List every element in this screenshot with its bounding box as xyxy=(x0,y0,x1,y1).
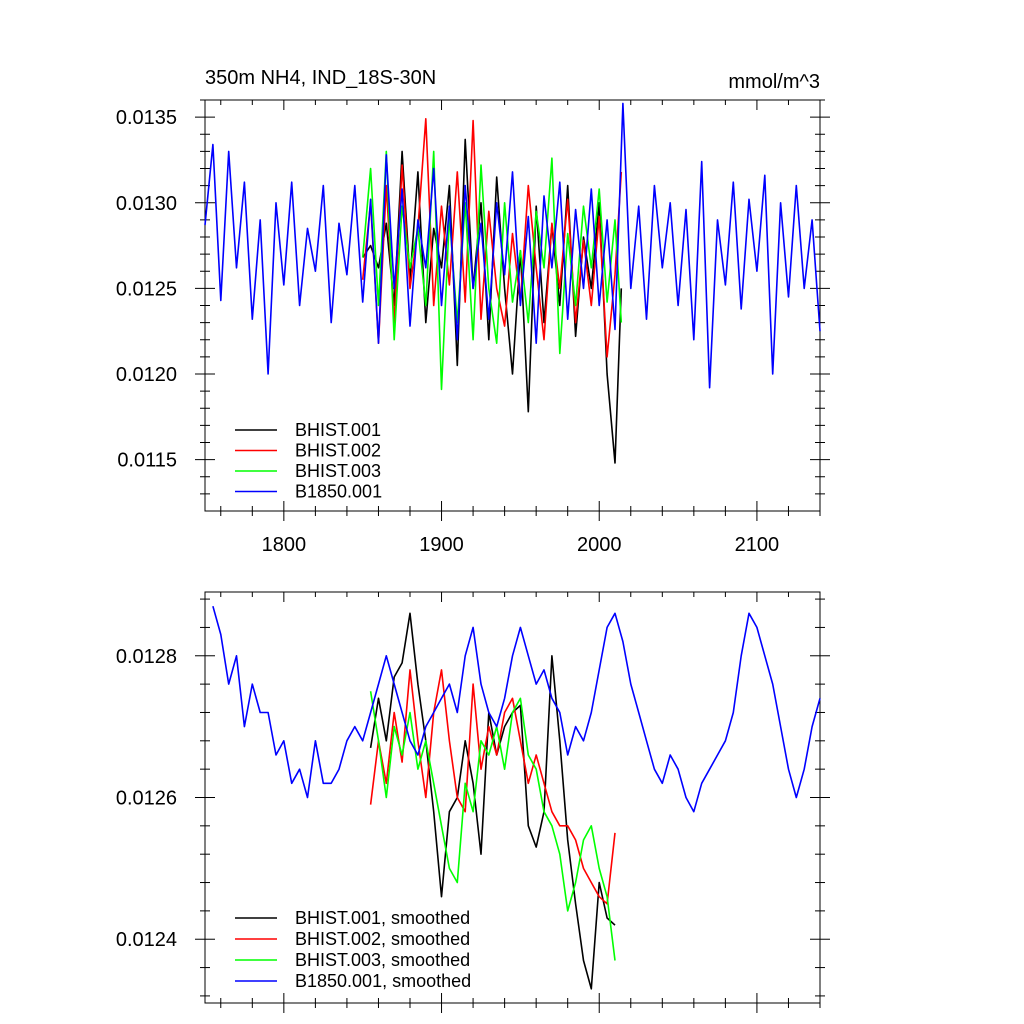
legend-label: BHIST.001, smoothed xyxy=(295,908,470,928)
legend-label: BHIST.002, smoothed xyxy=(295,929,470,949)
legend-label: BHIST.003, smoothed xyxy=(295,950,470,970)
bottom-series-lines xyxy=(212,605,821,990)
bottom-series-line-3 xyxy=(369,691,616,961)
y-tick-label: 0.0125 xyxy=(116,278,177,300)
y-tick-label: 0.0130 xyxy=(116,193,177,215)
y-tick-label: 0.0128 xyxy=(116,646,177,668)
legend-label: B1850.001, smoothed xyxy=(295,971,471,991)
x-tick-label: 1900 xyxy=(419,534,464,556)
legend-label: BHIST.001 xyxy=(295,420,381,440)
y-tick-label: 0.0126 xyxy=(116,788,177,810)
top-chart-units: mmol/m^3 xyxy=(728,71,820,93)
legend-label: BHIST.002 xyxy=(295,441,381,461)
top-series-lines xyxy=(204,102,821,464)
x-tick-label: 1800 xyxy=(262,534,307,556)
top-chart-panel: 350m NH4, IND_18S-30N mmol/m^3 1800 1900 2… xyxy=(116,67,830,556)
bottom-axis-ticks: 0.0124 0.0126 0.0128 xyxy=(116,592,830,1013)
y-tick-label: 0.0135 xyxy=(116,107,177,129)
x-tick-label: 2000 xyxy=(577,534,622,556)
legend-label: BHIST.003 xyxy=(295,461,381,481)
x-tick-label: 2100 xyxy=(735,534,780,556)
bottom-series-line-1 xyxy=(369,612,616,990)
top-axis-ticks: 1800 1900 2000 2100 0.0115 0.0120 0.0125 0.0130… xyxy=(116,99,830,556)
top-chart-title: 350m NH4, IND_18S-30N xyxy=(205,67,436,89)
y-tick-label: 0.0124 xyxy=(116,929,177,951)
top-series-line-4 xyxy=(204,102,821,389)
bottom-series-line-4 xyxy=(212,605,821,813)
legend-label: B1850.001 xyxy=(295,482,382,502)
y-tick-label: 0.0115 xyxy=(117,450,177,472)
y-tick-label: 0.0120 xyxy=(116,364,177,386)
